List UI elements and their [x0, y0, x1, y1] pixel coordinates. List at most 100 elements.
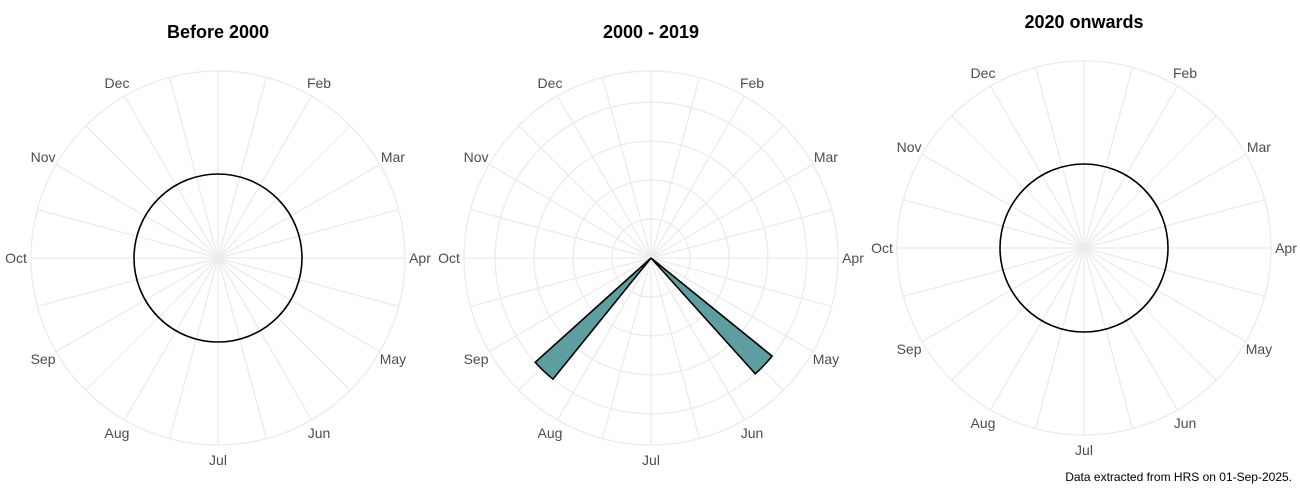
- month-label-oct: Oct: [871, 240, 893, 256]
- bar-sep: [534, 257, 652, 381]
- major-spoke: [989, 247, 1085, 411]
- month-label-aug: Aug: [971, 415, 996, 431]
- major-spoke: [217, 257, 381, 353]
- month-label-aug: Aug: [105, 425, 130, 441]
- minor-spoke: [951, 115, 1085, 249]
- minor-spoke: [518, 125, 652, 259]
- minor-spoke: [37, 208, 219, 259]
- major-spoke: [921, 247, 1085, 343]
- minor-spoke: [217, 208, 399, 259]
- empty-ring: [999, 163, 1169, 333]
- month-label-dec: Dec: [538, 75, 563, 91]
- minor-spoke: [601, 257, 652, 439]
- major-spoke: [55, 257, 219, 353]
- major-spoke: [217, 163, 381, 259]
- minor-spoke: [650, 257, 701, 439]
- minor-spoke: [168, 77, 219, 259]
- panel-title: 2000 - 2019: [603, 22, 699, 42]
- minor-spoke: [37, 257, 219, 308]
- major-spoke: [1083, 247, 1179, 411]
- bar-jun: [650, 257, 774, 375]
- minor-spoke: [1083, 247, 1217, 381]
- major-spoke: [123, 257, 219, 421]
- panel-title: 2020 onwards: [1024, 12, 1143, 32]
- minor-spoke: [650, 125, 784, 259]
- month-label-may: May: [1246, 341, 1272, 357]
- month-label-feb: Feb: [307, 75, 331, 91]
- minor-spoke: [650, 77, 701, 259]
- major-spoke: [556, 95, 652, 259]
- month-label-sep: Sep: [31, 351, 56, 367]
- month-label-sep: Sep: [897, 341, 922, 357]
- major-spoke: [650, 257, 814, 353]
- minor-spoke: [217, 77, 268, 259]
- minor-spoke: [85, 125, 219, 259]
- major-spoke: [488, 257, 652, 353]
- month-label-jun: Jun: [1174, 415, 1197, 431]
- minor-spoke: [168, 257, 219, 439]
- month-label-sep: Sep: [464, 351, 489, 367]
- minor-spoke: [650, 208, 832, 259]
- minor-spoke: [601, 77, 652, 259]
- month-label-jul: Jul: [642, 452, 660, 468]
- month-label-dec: Dec: [971, 65, 996, 81]
- month-label-may: May: [380, 351, 406, 367]
- month-label-oct: Oct: [5, 250, 27, 266]
- minor-spoke: [470, 208, 652, 259]
- month-label-mar: Mar: [814, 149, 838, 165]
- month-label-feb: Feb: [740, 75, 764, 91]
- month-label-jul: Jul: [1075, 442, 1093, 458]
- data-source-caption: Data extracted from HRS on 01-Sep-2025.: [1065, 470, 1292, 484]
- month-label-dec: Dec: [105, 75, 130, 91]
- major-spoke: [921, 153, 1085, 249]
- major-spoke: [1083, 247, 1247, 343]
- month-label-nov: Nov: [464, 149, 489, 165]
- panel-2020-onwards: 2020 onwards Feb Mar Apr May Jun Jul Aug Sep Oct…: [871, 12, 1297, 458]
- empty-ring: [133, 173, 303, 343]
- major-spoke: [1083, 85, 1179, 249]
- major-spoke: [488, 163, 652, 259]
- major-spoke: [217, 257, 313, 421]
- major-spoke: [217, 95, 313, 259]
- month-label-apr: Apr: [409, 250, 431, 266]
- major-spoke: [650, 163, 814, 259]
- panel-2000-2019: 2000 - 2019 Feb Mar Apr May Jun Jul Aug Sep Oct N…: [438, 22, 864, 468]
- minor-spoke: [1034, 247, 1085, 429]
- month-label-aug: Aug: [538, 425, 563, 441]
- minor-spoke: [650, 257, 832, 308]
- minor-spoke: [85, 257, 219, 391]
- month-label-apr: Apr: [842, 250, 864, 266]
- minor-spoke: [1083, 67, 1134, 249]
- minor-spoke: [951, 247, 1085, 381]
- minor-spoke: [1083, 247, 1265, 298]
- major-spoke: [989, 85, 1085, 249]
- minor-spoke: [1083, 247, 1134, 429]
- major-spoke: [556, 257, 652, 421]
- major-spoke: [650, 95, 746, 259]
- panel-title: Before 2000: [167, 22, 269, 42]
- month-label-jun: Jun: [308, 425, 331, 441]
- minor-spoke: [217, 257, 399, 308]
- month-label-mar: Mar: [1247, 139, 1271, 155]
- month-label-may: May: [813, 351, 839, 367]
- minor-spoke: [1083, 115, 1217, 249]
- major-spoke: [55, 163, 219, 259]
- minor-spoke: [470, 257, 652, 308]
- minor-spoke: [903, 198, 1085, 249]
- panel-before-2000: Before 2000 Feb Mar Apr May Jun Jul Aug Sep Oct N…: [5, 22, 431, 468]
- month-label-feb: Feb: [1173, 65, 1197, 81]
- month-label-mar: Mar: [381, 149, 405, 165]
- month-label-nov: Nov: [31, 149, 56, 165]
- minor-spoke: [1034, 67, 1085, 249]
- major-spoke: [650, 257, 746, 421]
- minor-spoke: [217, 257, 268, 439]
- major-spoke: [1083, 153, 1247, 249]
- minor-spoke: [903, 247, 1085, 298]
- major-spoke: [123, 95, 219, 259]
- minor-spoke: [217, 125, 351, 259]
- minor-spoke: [1083, 198, 1265, 249]
- month-label-apr: Apr: [1275, 240, 1297, 256]
- month-label-jul: Jul: [209, 452, 227, 468]
- month-label-nov: Nov: [897, 139, 922, 155]
